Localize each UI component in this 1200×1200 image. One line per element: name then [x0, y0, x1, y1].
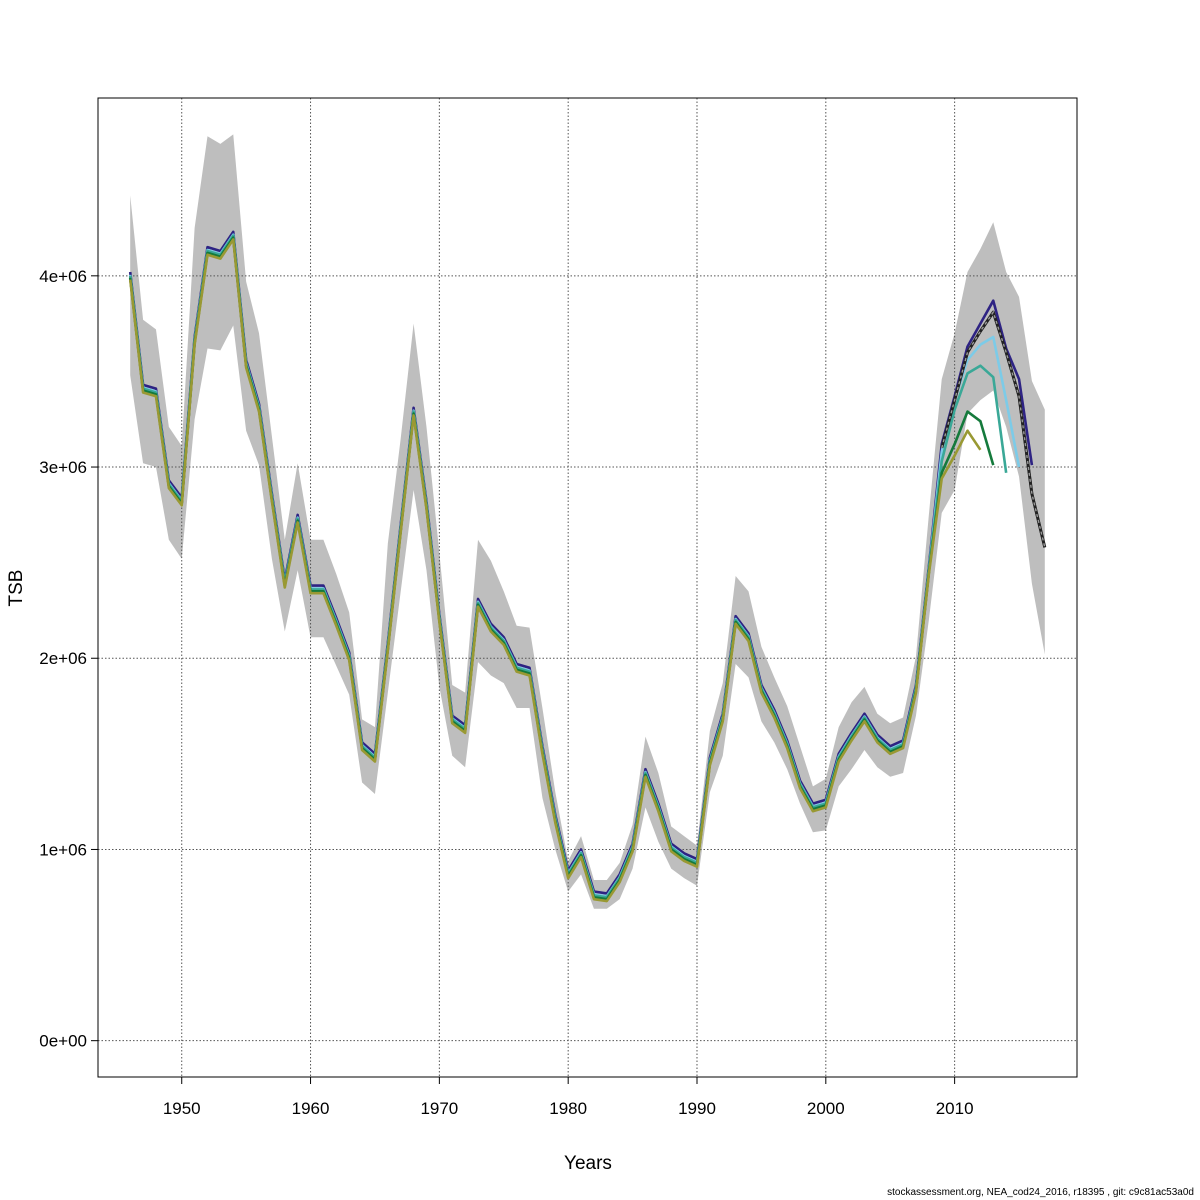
- x-tick-label: 1980: [549, 1099, 587, 1118]
- y-tick-label: 0e+00: [39, 1032, 87, 1051]
- grid-layer: [98, 98, 1077, 1077]
- confidence-band: [130, 134, 1045, 909]
- x-tick-label: 1970: [420, 1099, 458, 1118]
- x-tick-label: 1960: [292, 1099, 330, 1118]
- plot-frame: [97, 97, 1078, 1078]
- confidence-band-layer: [130, 134, 1045, 909]
- retro-peel-line-2015: [128, 233, 1021, 898]
- x-tick-label: 1950: [163, 1099, 201, 1118]
- y-tick-label: 2e+06: [39, 649, 87, 668]
- y-tick-label: 3e+06: [39, 458, 87, 477]
- retro-peel-line-2013: [128, 236, 995, 901]
- footer-credit: stockassessment.org, NEA_cod24_2016, r18…: [887, 1187, 1194, 1198]
- axes-layer: 1950 1960 1970 1980 1990 2000 2010 0e+00 1e+06 2e…: [39, 267, 973, 1118]
- y-tick-label: 4e+06: [39, 267, 87, 286]
- base-series-recent-dashes: [941, 310, 1046, 548]
- retro-peel-line-2016: [128, 230, 1034, 895]
- y-axis-title: TSB: [6, 570, 27, 607]
- retro-peel-line-2012: [128, 238, 982, 903]
- x-axis-title: Years: [564, 1153, 612, 1174]
- y-tick-label: 1e+06: [39, 840, 87, 859]
- base-series-line: [128, 236, 1047, 901]
- x-tick-label: 2010: [936, 1099, 974, 1118]
- x-tick-label: 1990: [678, 1099, 716, 1118]
- x-tick-label: 2000: [807, 1099, 845, 1118]
- series-layer: [128, 230, 1047, 903]
